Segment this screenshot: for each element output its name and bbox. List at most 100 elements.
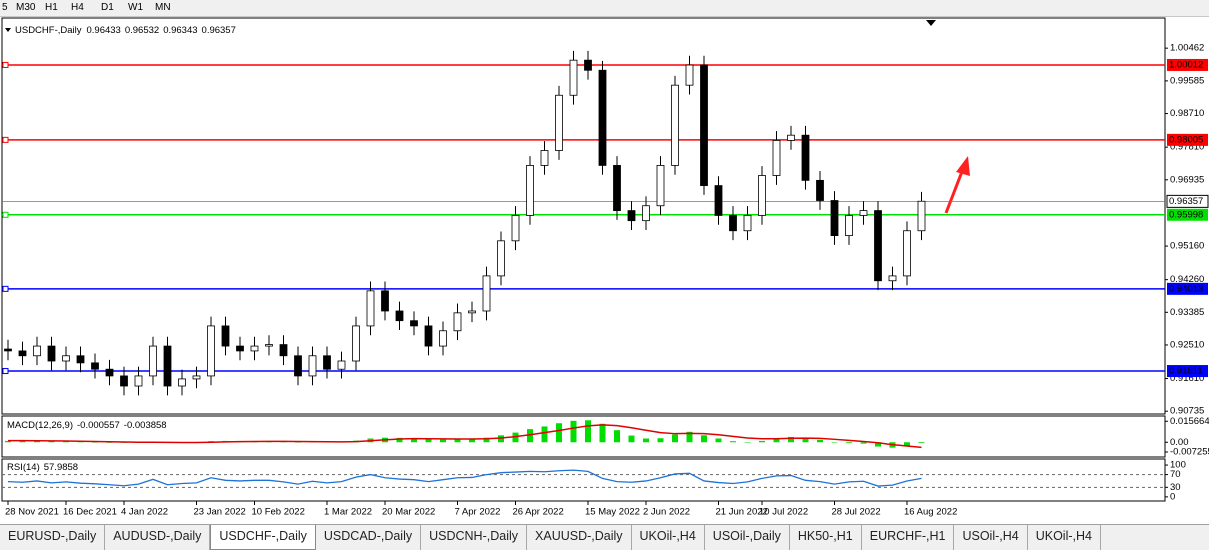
candle-body: [859, 210, 868, 216]
level-price-box: [1167, 58, 1208, 71]
x-tick-label: 10 Feb 2022: [252, 507, 305, 518]
candle-body: [308, 355, 317, 377]
level-price-label: 0.95998: [1169, 209, 1203, 220]
macd-bar: [106, 442, 113, 443]
candle-body: [33, 345, 41, 357]
symbol: USDCHF-,Daily: [15, 25, 82, 36]
candle-body: [714, 185, 723, 216]
candle-body: [192, 375, 201, 380]
chart-tab[interactable]: USDCAD-,Daily: [316, 525, 422, 550]
macd-bar: [425, 439, 432, 443]
timeframe-button[interactable]: 5: [2, 2, 8, 13]
tab-bar: EURUSD-,Daily AUDUSD-,Daily USDCHF-,Daily U…: [0, 524, 1209, 550]
timeframe-button[interactable]: MN: [155, 2, 171, 13]
level-price-box: [1167, 133, 1208, 146]
chart-tab[interactable]: UKOil-,H4: [632, 525, 705, 550]
candle-body: [163, 345, 172, 387]
candle-body: [250, 345, 259, 352]
level-price-label: 0.94013: [1169, 283, 1203, 294]
chart-tab[interactable]: AUDUSD-,Daily: [105, 525, 211, 550]
y-tick-label: 0.91610: [1170, 373, 1204, 384]
macd-value: -0.000557: [77, 420, 120, 431]
candle-body: [18, 350, 27, 357]
header-triangle: [5, 28, 11, 32]
candle-body: [888, 275, 897, 282]
level-price-label: 1.00012: [1169, 59, 1203, 70]
last-price-label: 0.96357: [1169, 196, 1203, 207]
macd-bar: [34, 440, 40, 443]
candle-body: [613, 165, 621, 211]
candle-body: [120, 375, 128, 387]
timeframe-button[interactable]: M30: [16, 2, 36, 13]
macd-bar: [570, 420, 577, 443]
level-price-label: 0.91811: [1169, 366, 1203, 377]
x-tick-label: 4 Jan 2022: [121, 507, 168, 518]
macd-bar: [19, 440, 26, 443]
macd-bar: [744, 442, 751, 443]
chart-tab[interactable]: XAUUSD-,Daily: [527, 525, 632, 550]
macd-bar: [469, 439, 475, 443]
candle-body: [424, 325, 433, 347]
x-tick-label: 1 Mar 2022: [324, 507, 372, 518]
y-tick-label: 0: [1170, 491, 1175, 502]
x-tick-label: 7 Apr 2022: [455, 507, 501, 518]
chart-tab[interactable]: USOil-,H4: [954, 525, 1028, 550]
chart-tab[interactable]: UKOil-,H4: [1028, 525, 1101, 550]
level-handle: [2, 368, 9, 375]
macd-bar: [773, 438, 780, 443]
chart-tab[interactable]: USOil-,Daily: [705, 525, 790, 550]
macd-bar: [527, 429, 533, 443]
macd-bar: [512, 432, 519, 443]
x-tick-label: 21 Jun 2022: [716, 507, 768, 518]
macd-bar: [614, 430, 620, 443]
timeframe-button[interactable]: D1: [101, 2, 114, 13]
candle-body: [540, 150, 549, 166]
candle-body: [816, 179, 824, 201]
macd-name: MACD(12,26,9): [7, 420, 73, 431]
low: 0.96343: [163, 25, 197, 36]
candle-body: [323, 355, 331, 370]
candle-body: [729, 215, 737, 232]
timeframe-button[interactable]: W1: [128, 2, 143, 13]
candle-body: [236, 345, 244, 352]
macd-bar: [846, 442, 852, 444]
candle-body: [91, 362, 99, 370]
candle-body: [685, 64, 694, 86]
chart-tab[interactable]: HK50-,H1: [790, 525, 862, 550]
macd-bar: [875, 442, 881, 447]
level-price-box: [1167, 208, 1208, 221]
candle-body: [903, 230, 911, 277]
y-tick-label: 0.015664: [1170, 416, 1209, 427]
candle-body: [642, 205, 650, 222]
macd-bar: [92, 441, 98, 443]
arrow-head: [956, 156, 970, 176]
timeframe-button[interactable]: H1: [45, 2, 58, 13]
chart-tab[interactable]: USDCHF-,Daily: [210, 525, 316, 550]
last-price-box: [1166, 194, 1209, 208]
level-price-label: 0.98005: [1169, 134, 1203, 145]
y-tick-label: 0.00: [1170, 437, 1189, 448]
candle-body: [47, 345, 56, 362]
chart-tab[interactable]: EURCHF-,H1: [862, 525, 955, 550]
candle-body: [178, 378, 186, 387]
chart-tab[interactable]: USDCNH-,Daily: [421, 525, 528, 550]
candle-body: [482, 275, 491, 312]
chart-tab[interactable]: EURUSD-,Daily: [0, 525, 106, 550]
candle-body: [265, 344, 273, 347]
candle-body: [62, 355, 70, 362]
candle-body: [801, 134, 810, 181]
candle-body: [395, 310, 404, 322]
candle-body: [381, 290, 389, 312]
timeframe-button[interactable]: H4: [71, 2, 84, 13]
y-tick-label: 0.97810: [1170, 142, 1204, 153]
macd-bar: [599, 423, 606, 443]
y-tick-label: 0.92510: [1170, 339, 1204, 350]
x-tick-label: 16 Aug 2022: [904, 507, 957, 518]
y-tick-label: 70: [1170, 469, 1181, 480]
y-tick-label: 0.98710: [1170, 108, 1204, 119]
signal-line: [8, 424, 922, 449]
macd-bar: [715, 438, 722, 443]
x-tick-label: 10 Jul 2022: [759, 507, 808, 518]
candle-body: [105, 368, 114, 377]
